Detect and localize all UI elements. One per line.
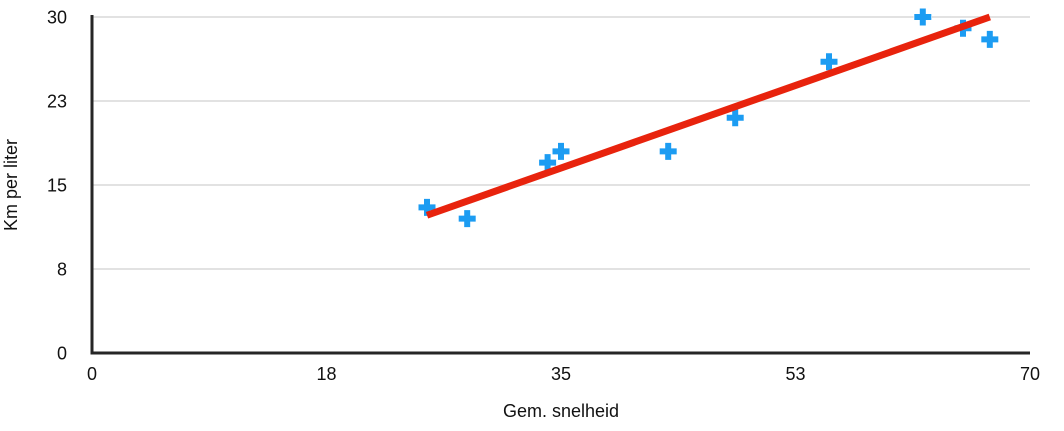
trendline-segment: [425, 13, 991, 219]
gridlines: [92, 16, 1030, 270]
plus-marker: [980, 30, 999, 49]
plus-marker: [551, 142, 571, 161]
trendline: [425, 13, 991, 219]
x-tick-label: 53: [785, 364, 805, 384]
y-tick-label: 23: [47, 92, 67, 112]
x-tick-label: 18: [316, 364, 336, 384]
plus-marker: [819, 52, 839, 71]
x-tick-label: 70: [1020, 364, 1040, 384]
y-tick-label: 8: [57, 260, 67, 280]
y-axis-tick-labels: 0 8 15 23 30: [47, 8, 67, 364]
y-tick-label: 15: [47, 176, 67, 196]
scatter-markers: [417, 7, 999, 228]
y-axis-title: Km per liter: [1, 139, 21, 231]
plus-marker: [458, 209, 477, 228]
x-axis-tick-labels: 0 18 35 53 70: [87, 364, 1040, 384]
axes: [90, 15, 1030, 355]
y-tick-label: 30: [47, 8, 67, 28]
x-axis-title: Gem. snelheid: [503, 401, 619, 421]
plus-marker: [538, 153, 557, 172]
y-tick-label: 0: [57, 344, 67, 364]
plus-marker: [659, 142, 678, 161]
plus-marker: [913, 7, 932, 27]
x-tick-label: 0: [87, 364, 97, 384]
x-tick-label: 35: [551, 364, 571, 384]
